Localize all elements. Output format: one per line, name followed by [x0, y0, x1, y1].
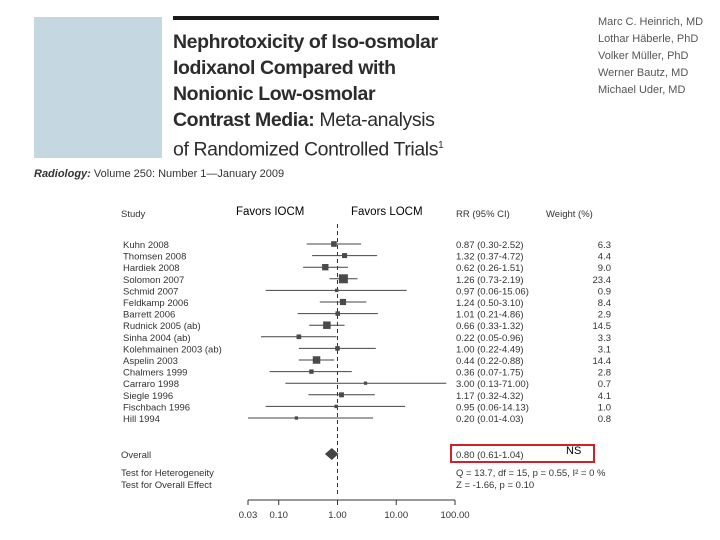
decorative-color-block: [34, 17, 162, 158]
paper-title-rest: Meta-analysis of Randomized Controlled T…: [173, 109, 439, 161]
study-name: Barrett 2006: [123, 310, 175, 321]
overall-diamond: [324, 448, 339, 460]
weight-value: 0.7: [598, 379, 611, 390]
study-name: Kolehmainen 2003 (ab): [123, 344, 222, 355]
x-tick-label: 100.00: [440, 510, 469, 521]
weight-value: 23.4: [593, 275, 612, 286]
column-header-weight: Weight (%): [546, 209, 593, 220]
point-estimate: [312, 356, 321, 364]
point-estimate: [331, 241, 337, 247]
weight-value: 4.1: [598, 391, 611, 402]
rr-value: 0.44 (0.22-0.88): [456, 356, 524, 367]
weight-value: 2.8: [598, 368, 611, 379]
rr-value: 1.00 (0.22-4.49): [456, 344, 524, 355]
paper-title-bold: Nephrotoxicity of Iso-osmolar Iodixanol …: [173, 31, 438, 131]
rr-value: 0.97 (0.06-15.06): [456, 286, 529, 297]
weight-value: 1.0: [598, 402, 611, 413]
point-estimate: [334, 404, 338, 409]
study-name: Feldkamp 2006: [123, 298, 188, 309]
weight-value: 0.9: [598, 286, 611, 297]
column-header-rr: RR (95% CI): [456, 209, 510, 220]
x-tick-label: 0.10: [269, 510, 288, 521]
weight-value: 3.1: [598, 344, 611, 355]
journal-volume: Volume 250: Number 1—January 2009: [93, 168, 285, 180]
title-rule: [173, 16, 439, 20]
weight-value: 4.4: [598, 252, 611, 263]
rr-value: 1.01 (0.21-4.86): [456, 310, 524, 321]
study-name: Kuhn 2008: [123, 240, 169, 251]
rr-value: 1.26 (0.73-2.19): [456, 275, 524, 286]
overall-label: Overall: [121, 450, 151, 461]
author: Volker Müller, PhD: [598, 50, 689, 62]
author: Werner Bautz, MD: [598, 67, 689, 79]
highlight-box: [450, 444, 595, 463]
study-name: Hill 1994: [123, 414, 160, 425]
weight-value: 3.3: [598, 333, 611, 344]
study-name: Solomon 2007: [123, 275, 184, 286]
point-estimate: [335, 288, 339, 293]
rr-value: 0.62 (0.26-1.51): [456, 263, 524, 274]
rr-value: 1.32 (0.37-4.72): [456, 252, 524, 263]
favors-iocm-label: Favors IOCM: [236, 206, 305, 218]
weight-value: 6.3: [598, 240, 611, 251]
weight-value: 14.4: [593, 356, 612, 367]
study-name: Sinha 2004 (ab): [123, 333, 191, 344]
point-estimate: [363, 381, 368, 385]
test-result: Z = -1.66, p = 0.10: [456, 480, 534, 491]
x-tick-label: 10.00: [384, 510, 408, 521]
point-estimate: [309, 369, 314, 374]
study-name: Siegle 1996: [123, 391, 173, 402]
point-estimate: [342, 253, 348, 259]
study-name: Aspelin 2003: [123, 356, 178, 367]
point-estimate: [335, 311, 340, 316]
study-name: Hardiek 2008: [123, 263, 180, 274]
study-name: Schmid 2007: [123, 286, 178, 297]
rr-value: 0.20 (0.01-4.03): [456, 414, 524, 425]
journal-citation: Radiology: Volume 250: Number 1—January …: [34, 168, 284, 180]
title-footnote: 1: [438, 140, 444, 151]
test-name: Test for Overall Effect: [121, 480, 212, 491]
study-name: Rudnick 2005 (ab): [123, 321, 201, 332]
weight-value: 14.5: [593, 321, 612, 332]
x-tick-label: 1.00: [328, 510, 347, 521]
point-estimate: [339, 392, 344, 398]
rr-value: 1.24 (0.50-3.10): [456, 298, 524, 309]
ns-label: NS: [566, 445, 582, 457]
x-tick-label: 0.03: [239, 510, 258, 521]
favors-locm-label: Favors LOCM: [351, 206, 423, 218]
point-estimate: [296, 334, 302, 340]
weight-value: 8.4: [598, 298, 611, 309]
rr-value: 1.17 (0.32-4.32): [456, 391, 524, 402]
test-name: Test for Heterogeneity: [121, 468, 214, 479]
weight-value: 9.0: [598, 263, 611, 274]
point-estimate: [335, 346, 340, 351]
rr-value: 3.00 (0.13-71.00): [456, 379, 529, 390]
point-estimate: [338, 274, 348, 284]
overall-rr: 0.80 (0.61-1.04): [456, 450, 524, 461]
point-estimate: [323, 321, 331, 329]
study-name: Chalmers 1999: [123, 368, 187, 379]
column-header-study: Study: [121, 209, 146, 220]
study-name: Thomsen 2008: [123, 252, 186, 263]
journal-name: Radiology:: [34, 168, 91, 180]
rr-value: 0.66 (0.33-1.32): [456, 321, 524, 332]
rr-value: 0.36 (0.07-1.75): [456, 368, 524, 379]
author: Michael Uder, MD: [598, 84, 686, 96]
study-name: Carraro 1998: [123, 379, 179, 390]
rr-value: 0.95 (0.06-14.13): [456, 402, 529, 413]
author: Lothar Häberle, PhD: [598, 33, 699, 45]
weight-value: 0.8: [598, 414, 611, 425]
author: Marc C. Heinrich, MD: [598, 16, 704, 28]
point-estimate: [339, 298, 347, 306]
test-result: Q = 13.7, df = 15, p = 0.55, I² = 0 %: [456, 468, 606, 479]
weight-value: 2.9: [598, 310, 611, 321]
point-estimate: [294, 416, 299, 420]
author-list: Marc C. Heinrich, MD Lothar Häberle, PhD…: [598, 14, 703, 99]
rr-value: 0.22 (0.05-0.96): [456, 333, 524, 344]
study-name: Fischbach 1996: [123, 402, 190, 413]
point-estimate: [322, 264, 329, 271]
paper-title: Nephrotoxicity of Iso-osmolar Iodixanol …: [173, 29, 453, 163]
rr-value: 0.87 (0.30-2.52): [456, 240, 524, 251]
